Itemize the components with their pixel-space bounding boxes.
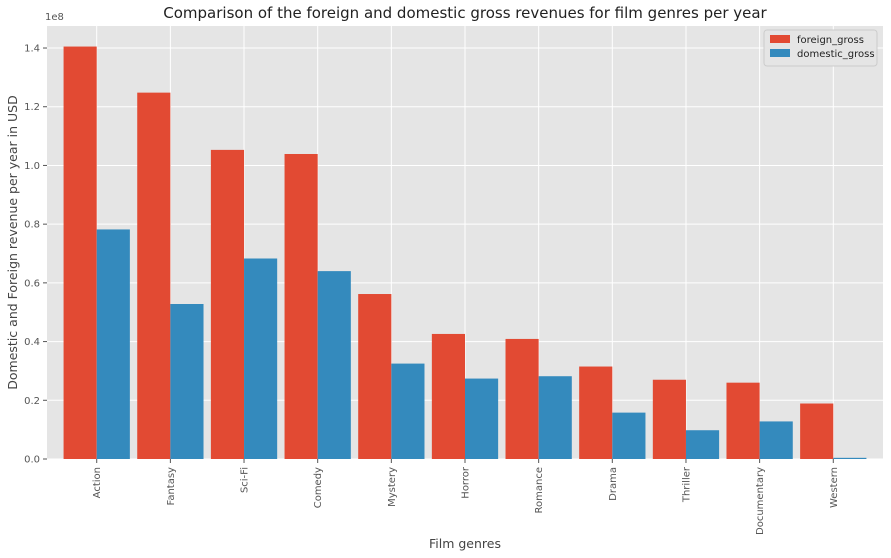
bar-domestic_gross-action xyxy=(96,229,130,459)
y-tick-label: 1.4 xyxy=(24,44,40,55)
bar-foreign_gross-sci-fi xyxy=(210,149,245,460)
x-tick-label: Romance xyxy=(534,467,545,513)
x-axis-ticks: Action Fantasy Sci-Fi Comedy Mystery Horror Ro… xyxy=(92,459,840,535)
y-tick-label: 0.4 xyxy=(24,337,40,348)
y-tick-label: 1.0 xyxy=(24,161,40,172)
bar-foreign_gross-action xyxy=(63,46,97,459)
bar-domestic_gross-comedy xyxy=(317,271,351,459)
y-axis-label: Domestic and Foreign revenue per year in… xyxy=(5,95,20,389)
y-tick-label: 0.2 xyxy=(24,396,40,407)
bar-domestic_gross-horror xyxy=(465,378,499,459)
x-tick-label: Horror xyxy=(461,466,472,499)
bar-domestic_gross-western xyxy=(833,457,867,459)
legend: foreign_gross domestic_gross xyxy=(763,29,878,67)
x-tick-label: Drama xyxy=(608,467,619,501)
bar-foreign_gross-horror xyxy=(431,333,465,459)
bar-foreign_gross-drama xyxy=(579,366,613,459)
bar-domestic_gross-thriller xyxy=(685,430,720,459)
x-tick-label: Western xyxy=(829,467,840,508)
bar-domestic_gross-mystery xyxy=(391,363,425,459)
bar-foreign_gross-documentary xyxy=(726,382,760,459)
bar-foreign_gross-romance xyxy=(505,338,539,459)
legend-label-domestic_gross: domestic_gross xyxy=(797,49,875,60)
bar-domestic_gross-documentary xyxy=(759,421,793,459)
y-axis-scale-label: 1e8 xyxy=(45,12,64,23)
legend-swatch-domestic_gross xyxy=(770,49,790,57)
legend-box xyxy=(763,29,878,67)
y-axis-ticks: 0.0 0.2 0.4 0.6 0.8 1.0 1.2 1.4 xyxy=(24,44,47,466)
chart-title: Comparison of the foreign and domestic g… xyxy=(163,4,767,22)
bar-foreign_gross-fantasy xyxy=(137,92,171,459)
x-tick-label: Documentary xyxy=(755,467,766,535)
bar-foreign_gross-mystery xyxy=(358,294,392,459)
x-tick-label: Mystery xyxy=(387,467,398,507)
bar-domestic_gross-fantasy xyxy=(170,304,204,459)
x-tick-label: Fantasy xyxy=(166,467,177,506)
bars xyxy=(63,46,867,460)
x-tick-label: Action xyxy=(92,467,103,498)
bar-foreign_gross-thriller xyxy=(652,379,686,459)
y-tick-label: 0.0 xyxy=(24,455,40,466)
x-tick-label: Sci-Fi xyxy=(240,467,251,493)
bar-domestic_gross-romance xyxy=(538,376,572,459)
bar-domestic_gross-drama xyxy=(612,412,646,459)
x-tick-label: Thriller xyxy=(681,466,692,503)
y-tick-label: 1.2 xyxy=(24,102,40,113)
legend-label-foreign_gross: foreign_gross xyxy=(797,35,864,46)
bar-foreign_gross-western xyxy=(800,403,834,459)
legend-swatch-foreign_gross xyxy=(770,35,790,43)
x-tick-label: Comedy xyxy=(313,467,324,508)
bar-foreign_gross-comedy xyxy=(284,153,318,459)
y-tick-label: 0.6 xyxy=(24,278,40,289)
bar-domestic_gross-sci-fi xyxy=(244,258,278,459)
y-tick-label: 0.8 xyxy=(24,220,40,231)
x-axis-label: Film genres xyxy=(429,536,501,551)
